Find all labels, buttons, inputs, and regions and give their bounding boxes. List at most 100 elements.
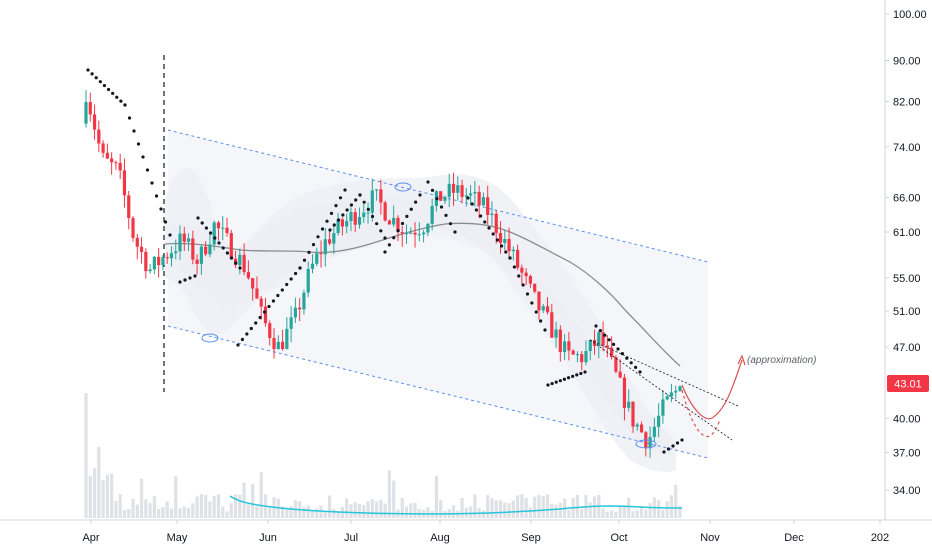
x-tick-label: Aug — [430, 532, 450, 544]
candle-body — [417, 234, 421, 236]
volume-bar — [152, 496, 156, 518]
moving-average-line — [164, 222, 681, 367]
sar-dot — [666, 447, 671, 451]
candle-body — [545, 306, 550, 313]
volume-bar — [246, 504, 250, 518]
candle-body — [255, 288, 259, 299]
y-tick-label: 82.00 — [893, 97, 921, 109]
sar-dot — [123, 103, 127, 107]
volume-bar — [545, 494, 550, 518]
volume-bar — [494, 500, 498, 518]
candle-body — [447, 183, 451, 197]
sar-dot — [271, 299, 276, 303]
candle-body — [332, 233, 336, 244]
volume-bar — [310, 510, 315, 518]
volume-bar — [345, 498, 349, 518]
volume-bar — [434, 475, 439, 518]
candle-body — [541, 306, 545, 311]
candle-body — [152, 256, 156, 270]
sar-dot — [504, 250, 508, 254]
sar-dot — [338, 196, 343, 200]
candle-body — [588, 339, 592, 352]
sar-dot — [94, 76, 98, 80]
sar-dot — [671, 444, 675, 448]
candlestick-series[interactable] — [84, 90, 682, 458]
sar-dot — [141, 155, 145, 159]
volume-bar — [661, 509, 665, 518]
candle-body — [533, 283, 537, 292]
volume-bar — [229, 503, 233, 518]
sar-dot — [418, 193, 422, 197]
candle-body — [221, 227, 225, 229]
sar-dot — [566, 376, 571, 380]
sar-dot — [562, 377, 567, 381]
sar-dot — [221, 246, 225, 250]
candle-body — [558, 329, 562, 353]
sar-dot — [550, 381, 554, 386]
swing-low-marker-2 — [635, 439, 657, 449]
sar-dot — [448, 222, 453, 226]
candle-body — [186, 238, 191, 242]
volume-bar — [178, 508, 182, 518]
sar-dot — [238, 266, 242, 270]
candle-body — [639, 424, 644, 433]
candle-body — [345, 221, 349, 227]
volume-bar — [550, 503, 554, 518]
sar-dot — [607, 338, 611, 342]
volume-bar — [528, 507, 533, 518]
candle-body — [127, 195, 131, 219]
sar-dot — [217, 241, 221, 245]
sar-dot — [435, 197, 439, 201]
volume-bar — [665, 501, 669, 518]
candle-body — [148, 269, 152, 272]
sar-dot — [546, 383, 550, 387]
volume-bar — [383, 503, 387, 518]
candle-body — [503, 238, 507, 243]
candle-body — [276, 341, 280, 350]
volume-bar — [511, 500, 515, 518]
channel-lower-line[interactable] — [167, 325, 709, 459]
volume-bar — [601, 508, 605, 518]
candle-body — [567, 341, 571, 351]
candle-body — [456, 185, 460, 193]
sar-dot — [512, 265, 516, 269]
y-axis[interactable]: 100.00 90.00 82.00 74.00 66.00 61.00 55.00 51.0… — [885, 9, 927, 497]
sar-dot — [579, 371, 583, 376]
sar-dot — [430, 188, 435, 192]
sar-dot — [316, 235, 320, 239]
sar-dot — [132, 129, 136, 133]
candle-body — [652, 426, 656, 437]
volume-bar — [131, 498, 135, 518]
volume-bar — [657, 500, 661, 518]
candle-body — [268, 323, 272, 338]
sar-dot — [230, 256, 234, 260]
volume-bar — [268, 506, 272, 518]
candle-body — [464, 195, 468, 197]
volume-bar — [674, 484, 678, 518]
candle-body — [622, 377, 627, 408]
volume-bar — [618, 505, 622, 518]
candle-body — [135, 237, 139, 247]
projection-arrowhead — [737, 354, 746, 366]
volume-bar — [460, 498, 464, 518]
sar-dot — [530, 301, 534, 305]
sar-dot — [311, 243, 316, 247]
volume-bar — [520, 494, 524, 518]
volume-bar — [409, 503, 413, 518]
x-axis[interactable]: Apr May Jun Jul Aug Sep Oct Nov Dec 202 — [82, 520, 889, 544]
sar-dot — [634, 365, 638, 369]
volume-bar — [327, 495, 332, 518]
volume-bar — [323, 510, 327, 518]
sar-dot — [106, 87, 111, 92]
sar-dot — [539, 319, 543, 323]
candle-body — [319, 253, 323, 255]
candle-body — [469, 193, 473, 196]
candle-body — [340, 219, 345, 227]
sar-dot — [625, 356, 629, 360]
volume-bar — [678, 505, 682, 518]
y-tick-label: 66.00 — [893, 192, 921, 204]
sar-dot — [387, 243, 391, 247]
sar-dot — [193, 274, 197, 278]
x-tick-label: 202 — [871, 532, 889, 544]
